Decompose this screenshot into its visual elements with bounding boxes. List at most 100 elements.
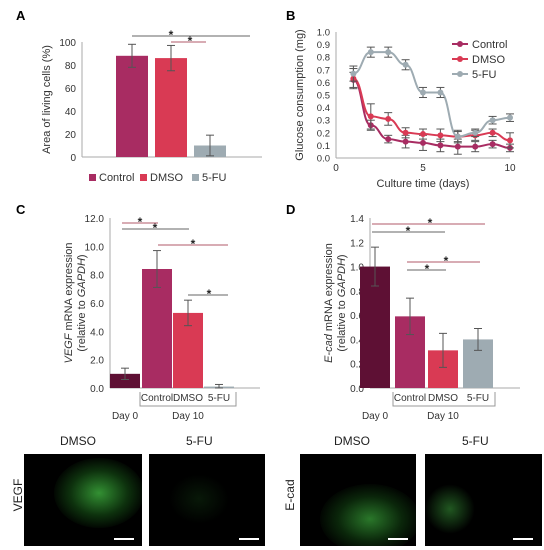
y-tick-label: 4.0: [90, 327, 104, 338]
data-point-dmso: [402, 129, 409, 136]
data-point-5-fu: [472, 129, 479, 136]
fluorescence-glow: [54, 458, 142, 528]
data-point-dmso: [507, 137, 513, 144]
series-line-dmso: [352, 77, 511, 142]
bar-day-0: [110, 373, 140, 388]
micrograph-row-label-ecad: E-cad: [283, 479, 297, 511]
y-tick-label: 1.0: [350, 263, 364, 274]
y-tick-label: 100: [59, 38, 76, 49]
significance-2-star: *: [191, 237, 196, 251]
significance-0-star: *: [138, 215, 143, 229]
legend-swatch-0: [89, 174, 96, 181]
significance-3-star: *: [207, 287, 212, 301]
y-tick-label: 2.0: [90, 356, 104, 367]
y-tick-label: 0.0: [317, 154, 330, 165]
y-axis-gene: E-cad: [323, 333, 335, 363]
micrograph-vegf-5fu: [149, 454, 265, 546]
y-tick-label: 0.8: [317, 53, 330, 64]
y-axis-label2-pre: (relative to: [336, 297, 348, 351]
y-tick-label: 80: [65, 61, 77, 72]
legend-label-0: Control: [472, 39, 507, 51]
y-tick-label: 0.8: [350, 287, 364, 298]
bar-day-0: [360, 266, 390, 388]
x-tick-label: 0: [333, 163, 339, 174]
y-tick-label: 60: [65, 84, 77, 95]
y-axis-label2-gene: GAPDH: [76, 258, 88, 297]
y-axis-label2-gene: GAPDH: [336, 258, 348, 297]
day10-bracket: [139, 392, 237, 407]
data-point-5-fu: [402, 61, 409, 68]
y-tick-label: 8.0: [90, 271, 104, 282]
significance-1-star: *: [406, 224, 411, 238]
sig-control-5fu-star: *: [169, 28, 174, 42]
data-point-dmso: [437, 132, 444, 139]
y-axis-label: VEGF mRNA expression: [63, 242, 75, 363]
category-label-3: 5-FU: [467, 393, 489, 404]
y-tick-label: 0.4: [350, 335, 364, 346]
legend-label-2: 5-FU: [472, 69, 497, 81]
data-point-control: [454, 143, 461, 150]
data-point-5-fu: [507, 114, 513, 121]
panel-letter-d: D: [286, 202, 295, 217]
data-point-5-fu: [489, 117, 496, 124]
micrograph-ecad-5fu: [425, 454, 542, 546]
micrograph-row-label-vegf: VEGF: [11, 478, 25, 512]
category-label-2: DMSO: [173, 393, 203, 404]
micrograph-ecad-dmso: [300, 454, 416, 546]
y-tick-label: 40: [65, 107, 77, 118]
data-point-5-fu: [454, 133, 461, 140]
sig-dmso-5fu-star: *: [188, 34, 193, 48]
y-axis-label2-pre: (relative to: [76, 297, 88, 351]
bar-dmso: [155, 58, 187, 157]
legend-label-1: DMSO: [472, 54, 505, 66]
panel-letter-b: B: [286, 8, 295, 23]
legend-label-1: DMSO: [150, 172, 183, 184]
y-axis-label2-post: ): [336, 254, 348, 258]
y-tick-label: 20: [65, 130, 77, 141]
x-tick-label: 5: [420, 163, 426, 174]
y-tick-label: 12.0: [85, 214, 105, 225]
micrograph-col-label-5fu-right: 5-FU: [462, 434, 489, 448]
legend-swatch-1: [140, 174, 147, 181]
micrograph-vegf-dmso: [24, 454, 142, 546]
legend-marker-1: [457, 56, 463, 62]
data-point-dmso: [489, 129, 496, 136]
y-axis-label: Area of living cells (%): [41, 45, 53, 154]
data-point-5-fu: [437, 89, 444, 96]
significance-1-star: *: [153, 221, 158, 235]
day10-bracket: [392, 392, 496, 407]
y-tick-label: 0.0: [350, 384, 364, 395]
y-axis-label: E-cad mRNA expression: [323, 243, 335, 363]
y-axis-gene: VEGF: [63, 332, 75, 363]
y-axis-label-rest: mRNA expression: [63, 242, 75, 333]
micrograph-col-label-dmso-right: DMSO: [334, 434, 370, 448]
data-point-control: [489, 141, 496, 148]
significance-0-star: *: [428, 216, 433, 230]
y-tick-label: 10.0: [85, 242, 105, 253]
legend-marker-0: [457, 41, 463, 47]
bar-control: [116, 55, 148, 157]
data-point-dmso: [367, 113, 374, 120]
panel-letter-a: A: [16, 8, 26, 23]
y-axis-label-line2: (relative to GAPDH): [76, 254, 88, 351]
category-label-2: DMSO: [428, 393, 458, 404]
y-tick-label: 0.9: [317, 40, 330, 51]
y-tick-label: 1.2: [350, 238, 364, 249]
legend-marker-2: [457, 71, 463, 77]
y-tick-label: 1.0: [317, 28, 330, 39]
y-tick-label: 0.6: [317, 78, 330, 89]
fluorescence-glow: [320, 484, 416, 546]
category-label-3: 5-FU: [208, 393, 230, 404]
category-label-1: Control: [141, 393, 173, 404]
legend-label-0: Control: [99, 172, 134, 184]
legend-label-2: 5-FU: [202, 172, 227, 184]
scale-bar: [388, 538, 408, 540]
legend-swatch-2: [192, 174, 199, 181]
significance-2-star: *: [444, 254, 449, 268]
y-tick-label: 0.7: [317, 65, 330, 76]
data-point-control: [437, 142, 444, 149]
y-tick-label: 0.6: [350, 311, 364, 322]
significance-3-star: *: [425, 262, 430, 276]
scale-bar: [239, 538, 259, 540]
